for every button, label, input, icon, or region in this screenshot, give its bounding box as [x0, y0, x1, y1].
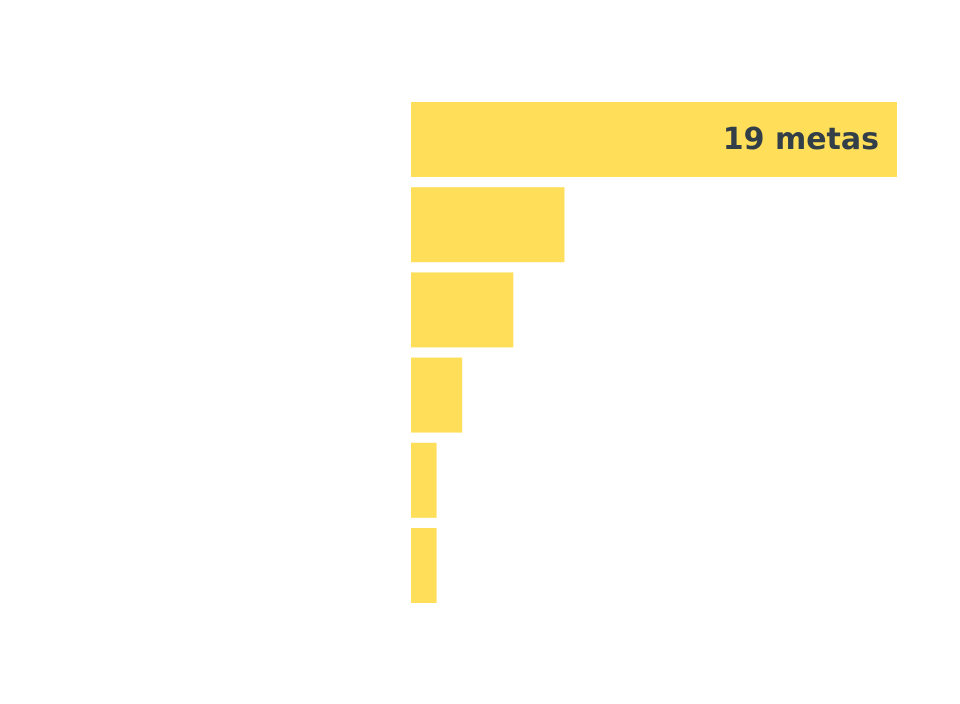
bar-4	[411, 442, 437, 518]
bar-2	[411, 272, 514, 348]
bar-1	[411, 187, 565, 263]
bar-0	[411, 102, 897, 177]
data-label-0: 19 metas	[723, 122, 879, 157]
bar-5	[411, 528, 437, 603]
bar-3	[411, 357, 463, 433]
